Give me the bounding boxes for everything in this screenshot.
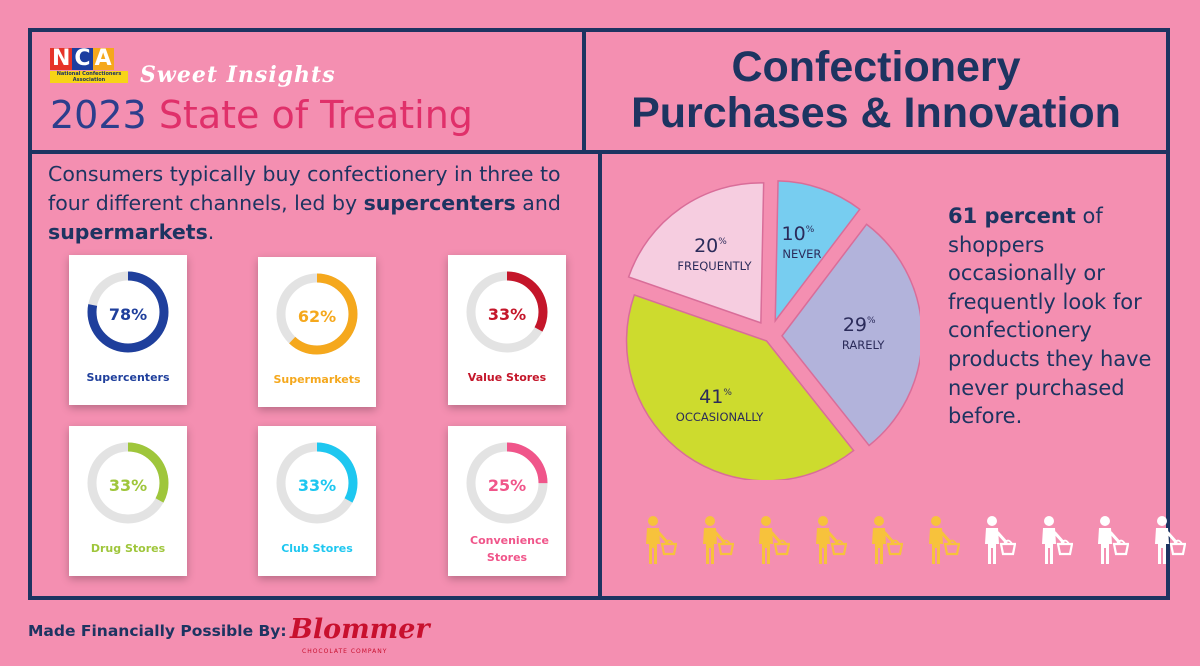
sponsor-logo-subtext: CHOCOLATE COMPANY	[302, 648, 388, 655]
sponsor-logo: Blommer	[290, 614, 430, 645]
side-callout: 61 percent of shoppers occasionally or f…	[948, 202, 1163, 431]
intro-text-start: Consumers typically buy confectionery in…	[48, 162, 561, 215]
side-callout-text: of shoppers occasionally or frequently l…	[948, 204, 1152, 429]
channel-card: 33% Value Stores	[448, 255, 566, 405]
pie-label: FREQUENTLY	[677, 259, 752, 273]
channel-percent: 25%	[487, 476, 527, 495]
channel-percent: 33%	[487, 305, 527, 324]
channel-donut	[466, 271, 548, 353]
pie-slice-occasionally	[625, 294, 855, 480]
nca-logo-n: N	[50, 46, 73, 71]
divider-vertical-top	[582, 28, 586, 152]
channel-label: Supercenters	[86, 371, 170, 384]
nca-logo-c: C	[72, 46, 93, 71]
channel-percent: 33%	[297, 476, 337, 495]
channel-donut	[87, 442, 169, 524]
page-title: Confectionery Purchases & Innovation	[596, 44, 1156, 136]
channel-donut	[276, 273, 358, 355]
intro-text-mid: and	[515, 191, 561, 215]
channel-percent: 62%	[297, 307, 337, 326]
pie-slice-frequently	[627, 182, 765, 324]
intro-bold-supercenters: supercenters	[363, 191, 516, 215]
intro-text: Consumers typically buy confectionery in…	[48, 160, 593, 247]
intro-bold-supermarkets: supermarkets	[48, 220, 208, 244]
shopper-with-basket-icon	[815, 516, 847, 564]
shopper-with-basket-icon	[646, 516, 677, 564]
shopper-with-basket-icon	[1154, 516, 1186, 564]
channel-card: 33% Drug Stores	[69, 426, 187, 576]
donut-arc	[87, 442, 169, 524]
nca-logo-subtext: National Confectioners Association	[50, 71, 128, 83]
pie-label: NEVER	[782, 247, 821, 261]
shopper-pictogram	[643, 516, 1186, 566]
sponsor-label: Made Financially Possible By:	[28, 622, 287, 640]
intro-text-end: .	[207, 220, 215, 244]
shopper-with-basket-icon	[985, 516, 1016, 564]
report-name: State of Treating	[158, 93, 473, 137]
channel-percent: 78%	[108, 305, 148, 324]
divider-vertical-bottom	[598, 152, 602, 600]
donut-arc	[276, 442, 358, 524]
channel-donut	[466, 442, 548, 524]
channel-label: Drug Stores	[90, 542, 166, 555]
shopper-with-basket-icon	[1041, 516, 1073, 564]
pie-slice-rarely	[781, 223, 920, 447]
channel-label: Value Stores	[467, 371, 547, 384]
shopper-with-basket-icon	[1098, 516, 1129, 564]
channel-card: 25% Convenience Stores	[448, 426, 566, 576]
channel-card: 33% Club Stores	[258, 426, 376, 576]
channel-donut	[276, 442, 358, 524]
pie-label: RARELY	[842, 338, 886, 352]
donut-arc	[276, 273, 358, 355]
donut-arc	[466, 271, 548, 353]
page-title-line2: Purchases & Innovation	[631, 89, 1121, 137]
channel-label: Club Stores	[281, 542, 353, 555]
shopper-with-basket-icon	[759, 516, 790, 564]
shopping-frequency-pie: 10%NEVER29%RARELY41%OCCASIONALLY20%FREQU…	[625, 180, 920, 480]
page-title-line1: Confectionery	[731, 43, 1021, 91]
series-title: Sweet Insights	[140, 62, 336, 88]
donut-arc	[87, 271, 169, 353]
channel-label: Supermarkets	[273, 373, 361, 386]
shopper-with-basket-icon	[702, 516, 734, 564]
channel-label: Convenience Stores	[470, 534, 549, 564]
pie-label: OCCASIONALLY	[676, 410, 764, 424]
pie-slice-never	[774, 180, 861, 324]
channel-card: 78% Supercenters	[69, 255, 187, 405]
channel-card: 62% Supermarkets	[258, 257, 376, 407]
shopper-with-basket-icon	[872, 516, 903, 564]
nca-logo-a: A	[92, 46, 114, 71]
report-title: 2023 State of Treating	[50, 92, 473, 138]
shopper-with-basket-icon	[928, 516, 960, 564]
report-year: 2023	[50, 93, 147, 137]
channel-percent: 33%	[108, 476, 148, 495]
channel-donut	[87, 271, 169, 353]
donut-arc	[466, 442, 548, 524]
side-callout-bold: 61 percent	[948, 204, 1076, 228]
